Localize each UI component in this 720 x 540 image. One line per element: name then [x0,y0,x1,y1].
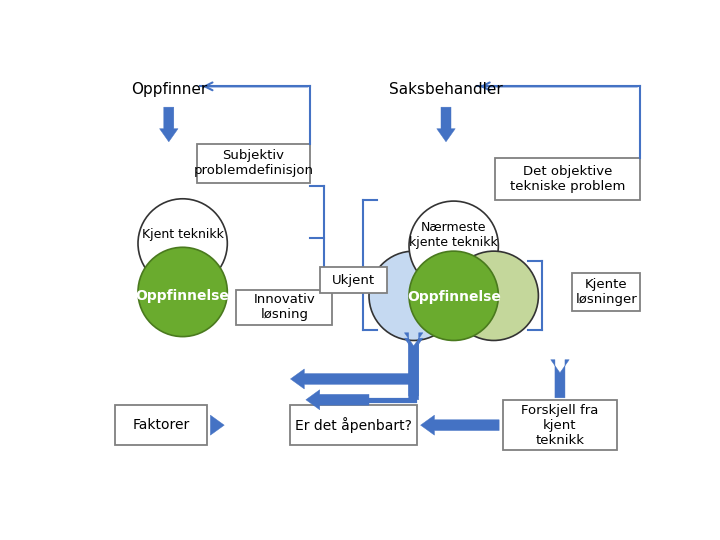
Circle shape [409,201,498,291]
Circle shape [138,247,228,336]
Polygon shape [405,338,423,396]
Text: Subjektiv
problemdefinisjon: Subjektiv problemdefinisjon [194,150,313,177]
FancyBboxPatch shape [503,400,617,450]
Text: Oppfinner: Oppfinner [130,82,207,97]
Text: Saksbehandler: Saksbehandler [389,82,503,97]
FancyBboxPatch shape [197,144,310,183]
Text: Er det åpenbart?: Er det åpenbart? [295,417,412,433]
FancyBboxPatch shape [572,273,640,311]
Text: Nærmeste
kjente teknikk: Nærmeste kjente teknikk [410,221,498,249]
Polygon shape [437,107,455,142]
FancyBboxPatch shape [236,289,333,325]
Polygon shape [210,415,224,435]
FancyBboxPatch shape [115,405,207,445]
Polygon shape [420,415,499,435]
Text: Det objektive
tekniske problem: Det objektive tekniske problem [510,165,626,193]
Text: Forskjell fra
kjent
teknikk: Forskjell fra kjent teknikk [521,404,598,447]
Polygon shape [405,333,423,400]
Polygon shape [306,390,369,410]
Text: Kjente
løsninger: Kjente løsninger [575,278,637,306]
FancyBboxPatch shape [495,158,640,200]
Text: Innovativ
løsning: Innovativ løsning [253,293,315,321]
Text: Oppfinnelse: Oppfinnelse [136,289,230,303]
FancyBboxPatch shape [320,267,387,294]
Polygon shape [551,360,570,398]
Text: Ukjent: Ukjent [332,274,375,287]
Text: Faktorer: Faktorer [132,418,190,432]
Circle shape [138,199,228,288]
Polygon shape [160,107,178,142]
Text: Oppfinnelse: Oppfinnelse [407,291,500,305]
Circle shape [449,251,539,340]
Circle shape [409,251,498,340]
FancyBboxPatch shape [290,405,417,445]
Circle shape [369,251,459,340]
Text: Kjent teknikk: Kjent teknikk [142,228,224,241]
Polygon shape [290,369,417,389]
